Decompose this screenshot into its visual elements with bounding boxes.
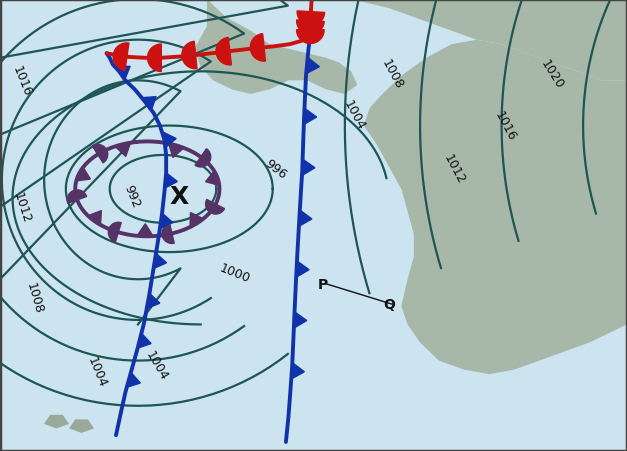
Polygon shape — [67, 190, 87, 204]
Polygon shape — [297, 21, 324, 35]
Text: 1016: 1016 — [10, 64, 34, 98]
Polygon shape — [154, 254, 167, 269]
Text: 992: 992 — [121, 183, 142, 210]
Text: X: X — [169, 184, 188, 208]
Text: 996: 996 — [263, 157, 289, 181]
Polygon shape — [250, 35, 265, 62]
Text: 1004: 1004 — [341, 98, 367, 132]
Text: 1012: 1012 — [11, 190, 33, 225]
Text: Q: Q — [383, 298, 394, 311]
Text: P: P — [318, 277, 328, 291]
Polygon shape — [306, 58, 319, 74]
Polygon shape — [216, 38, 231, 66]
Polygon shape — [147, 45, 161, 73]
Polygon shape — [142, 97, 156, 111]
Text: 1008: 1008 — [379, 57, 405, 92]
Polygon shape — [299, 211, 312, 227]
Polygon shape — [302, 160, 315, 176]
Polygon shape — [206, 170, 220, 186]
Text: 1000: 1000 — [218, 261, 252, 285]
Polygon shape — [69, 419, 94, 433]
Polygon shape — [160, 214, 173, 229]
Polygon shape — [195, 149, 211, 168]
Polygon shape — [169, 144, 184, 158]
Polygon shape — [294, 312, 307, 328]
Polygon shape — [364, 41, 627, 374]
Polygon shape — [296, 261, 309, 278]
Polygon shape — [75, 167, 90, 182]
Polygon shape — [194, 0, 357, 95]
Polygon shape — [137, 224, 153, 237]
Polygon shape — [44, 415, 69, 428]
Text: 1004: 1004 — [143, 348, 171, 382]
Text: 1020: 1020 — [538, 58, 566, 91]
Polygon shape — [182, 42, 197, 69]
Text: 1004: 1004 — [85, 355, 109, 389]
Polygon shape — [147, 294, 160, 309]
Polygon shape — [303, 109, 317, 125]
Polygon shape — [87, 211, 102, 226]
Polygon shape — [162, 224, 174, 244]
Polygon shape — [127, 373, 140, 387]
Polygon shape — [165, 173, 177, 189]
Text: 1008: 1008 — [24, 281, 45, 315]
Text: 1016: 1016 — [492, 109, 518, 143]
Polygon shape — [115, 143, 130, 157]
Polygon shape — [297, 12, 325, 26]
Polygon shape — [297, 31, 324, 45]
Text: 1012: 1012 — [441, 152, 468, 186]
Polygon shape — [92, 145, 108, 164]
Polygon shape — [206, 200, 224, 215]
Polygon shape — [116, 67, 130, 80]
Polygon shape — [113, 44, 129, 71]
Polygon shape — [292, 363, 304, 379]
Polygon shape — [164, 133, 176, 148]
Polygon shape — [138, 333, 151, 348]
Polygon shape — [190, 213, 204, 228]
Polygon shape — [108, 223, 121, 242]
Polygon shape — [351, 0, 627, 81]
